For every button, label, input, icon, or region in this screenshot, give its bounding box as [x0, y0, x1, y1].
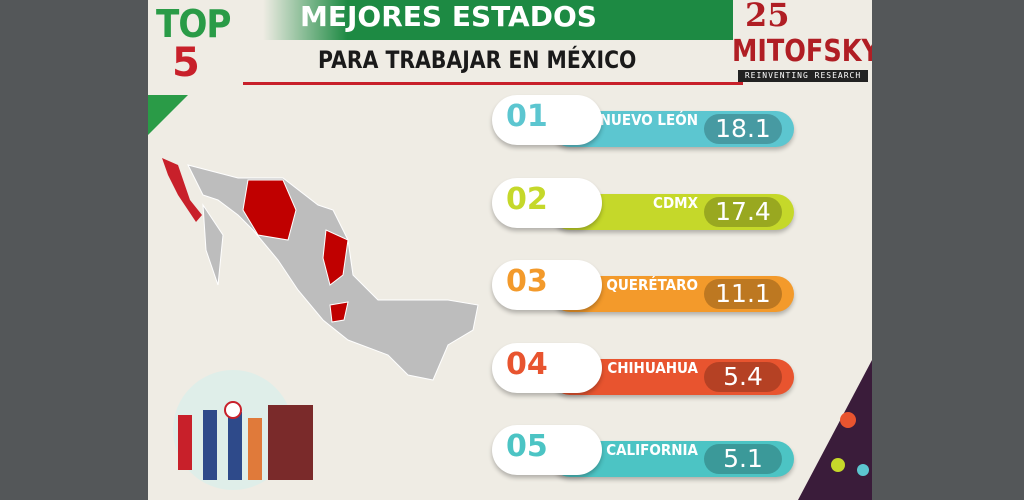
- rank-number: 02: [492, 177, 602, 228]
- state-name: CHIHUAHUA: [607, 358, 698, 377]
- subtitle: PARA TRABAJAR EN MÉXICO: [318, 46, 637, 74]
- state-name: NUEVO LEÓN: [599, 111, 698, 129]
- ranking-item: CHIHUAHUA 5.4 04: [492, 342, 794, 399]
- rank-number: 05: [492, 425, 602, 475]
- logo-brand: MITOFSKY: [732, 34, 872, 69]
- infographic: TOP 5 MEJORES ESTADOS PARA TRABAJAR EN M…: [148, 0, 872, 500]
- state-value: 18.1: [704, 114, 782, 144]
- logo-anniversary: 25: [745, 0, 790, 34]
- rank-number: 03: [492, 260, 602, 310]
- state-name: QUERÉTARO: [606, 276, 698, 294]
- ranking-item: QUERÉTARO 11.1 03: [492, 260, 794, 316]
- ranking-bar: CHIHUAHUA 5.4: [552, 358, 794, 395]
- ranking-item: CDMX 17.4 02: [492, 177, 794, 234]
- rank-number: 04: [492, 342, 602, 393]
- state-value: 11.1: [704, 279, 782, 309]
- state-value: 5.1: [704, 444, 782, 474]
- title: MEJORES ESTADOS: [300, 0, 597, 33]
- rank-number: 01: [492, 95, 602, 145]
- badge-top: TOP: [156, 2, 231, 46]
- state-value: 5.4: [704, 361, 782, 392]
- ranking-item: NUEVO LEÓN 18.1 01: [492, 95, 794, 151]
- state-value: 17.4: [704, 196, 782, 227]
- badge-number: 5: [172, 40, 200, 86]
- ranking-item: BAJA CALIFORNIA 5.1 05: [492, 425, 794, 481]
- state-name: CDMX: [653, 193, 698, 212]
- underline: [243, 82, 743, 85]
- decoration: [148, 95, 872, 500]
- title-banner: [263, 0, 733, 40]
- logo-tagline: REINVENTING RESEARCH: [738, 70, 868, 82]
